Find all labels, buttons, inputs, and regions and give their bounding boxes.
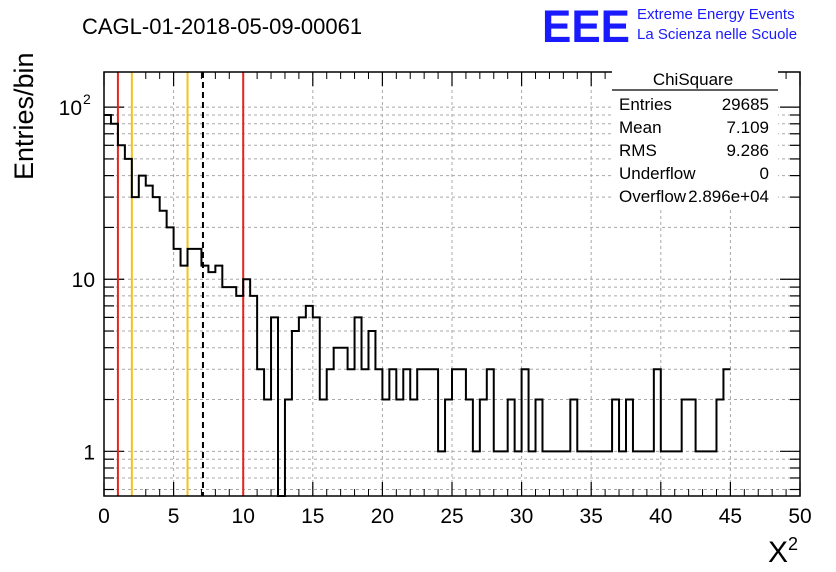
stats-box: ChiSquare Entries 29685 Mean 7.109 RMS 9… — [612, 66, 778, 208]
logo: EEE Extreme Energy Events La Scienza nel… — [542, 1, 797, 52]
x-tick-label: 50 — [788, 505, 811, 528]
chart-title: CAGL-01-2018-05-09-00061 — [82, 14, 362, 39]
stats-value: 9.286 — [726, 141, 769, 160]
x-tick-labels: 0 5 10 15 20 25 30 35 40 45 50 — [98, 505, 812, 528]
y-axis-label: Entries/bin — [9, 52, 39, 180]
x-tick-label: 20 — [371, 505, 394, 528]
stats-label: Mean — [619, 118, 662, 137]
x-tick-label: 15 — [301, 505, 324, 528]
stats-box-title: ChiSquare — [653, 70, 733, 89]
stats-label: Overflow — [619, 187, 687, 206]
plot-frame — [103, 71, 801, 497]
y-tick-label: 10 — [59, 97, 82, 120]
x-tick-label: 25 — [440, 505, 463, 528]
reference-lines — [116, 72, 245, 496]
y-tick-label: 10 — [72, 269, 95, 292]
x-tick-label: 10 — [232, 505, 255, 528]
x-tick-label: 0 — [98, 505, 110, 528]
stats-label: RMS — [619, 141, 657, 160]
stats-label: Entries — [619, 95, 672, 114]
stats-row: Mean 7.109 — [619, 118, 769, 137]
stats-value: 0 — [760, 164, 769, 183]
stats-row: Entries 29685 — [619, 95, 769, 114]
logo-mark: EEE — [542, 1, 630, 52]
stats-value: 29685 — [722, 95, 769, 114]
stats-value: 2.896e+04 — [688, 187, 769, 206]
stats-value: 7.109 — [726, 118, 769, 137]
y-tick-label: 1 — [83, 441, 95, 464]
histogram-line — [104, 114, 731, 497]
x-tick-label: 45 — [719, 505, 742, 528]
logo-line1: Extreme Energy Events — [637, 6, 795, 23]
x-axis-label-sup: 2 — [788, 534, 798, 554]
grid — [104, 72, 800, 496]
stats-label: Underflow — [619, 164, 696, 183]
x-tick-label: 30 — [510, 505, 533, 528]
x-tick-label: 35 — [580, 505, 603, 528]
stats-row: Overflow 2.896e+04 — [619, 187, 769, 206]
stats-row: RMS 9.286 — [619, 141, 769, 160]
x-tick-label: 5 — [168, 505, 180, 528]
logo-line2: La Scienza nelle Scuole — [637, 26, 797, 43]
x-axis-label: X2 — [768, 534, 798, 569]
x-tick-label: 40 — [649, 505, 672, 528]
y-tick-label-exponent: 2 — [83, 91, 91, 107]
stats-row: Underflow 0 — [619, 164, 769, 183]
x-axis-label-base: X — [768, 536, 788, 569]
